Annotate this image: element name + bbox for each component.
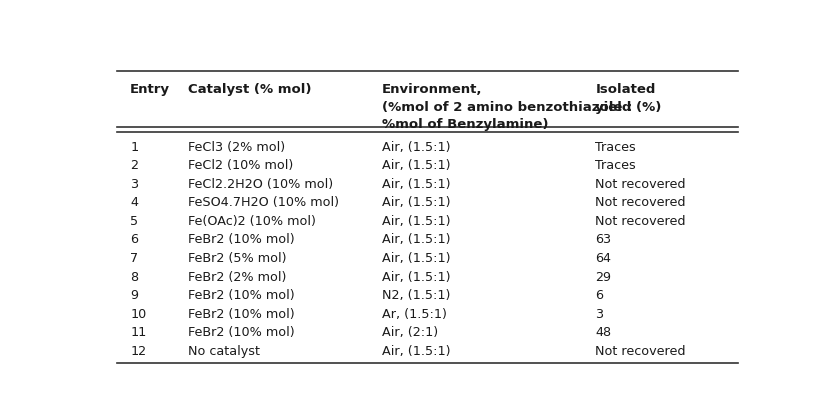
Text: Entry: Entry <box>130 83 170 96</box>
Text: Air, (1.5:1): Air, (1.5:1) <box>382 344 450 357</box>
Text: 9: 9 <box>130 288 138 301</box>
Text: Not recovered: Not recovered <box>595 344 686 357</box>
Text: 6: 6 <box>130 233 138 246</box>
Text: Ar, (1.5:1): Ar, (1.5:1) <box>382 307 447 320</box>
Text: Air, (1.5:1): Air, (1.5:1) <box>382 214 450 228</box>
Text: 3: 3 <box>130 178 138 190</box>
Text: 10: 10 <box>130 307 146 320</box>
Text: 64: 64 <box>595 252 611 264</box>
Text: Not recovered: Not recovered <box>595 178 686 190</box>
Text: FeCl2.2H2O (10% mol): FeCl2.2H2O (10% mol) <box>188 178 334 190</box>
Text: No catalyst: No catalyst <box>188 344 260 357</box>
Text: 5: 5 <box>130 214 138 228</box>
Text: FeBr2 (2% mol): FeBr2 (2% mol) <box>188 270 287 283</box>
Text: Air, (1.5:1): Air, (1.5:1) <box>382 233 450 246</box>
Text: 3: 3 <box>595 307 604 320</box>
Text: Not recovered: Not recovered <box>595 196 686 209</box>
Text: Isolated
yield (%): Isolated yield (%) <box>595 83 662 114</box>
Text: 12: 12 <box>130 344 146 357</box>
Text: 4: 4 <box>130 196 138 209</box>
Text: Air, (1.5:1): Air, (1.5:1) <box>382 159 450 172</box>
Text: FeBr2 (10% mol): FeBr2 (10% mol) <box>188 325 295 338</box>
Text: 11: 11 <box>130 325 146 338</box>
Text: Fe(OAc)2 (10% mol): Fe(OAc)2 (10% mol) <box>188 214 316 228</box>
Text: FeBr2 (10% mol): FeBr2 (10% mol) <box>188 288 295 301</box>
Text: FeCl3 (2% mol): FeCl3 (2% mol) <box>188 140 285 153</box>
Text: Air, (1.5:1): Air, (1.5:1) <box>382 140 450 153</box>
Text: FeBr2 (10% mol): FeBr2 (10% mol) <box>188 233 295 246</box>
Text: 48: 48 <box>595 325 611 338</box>
Text: Air, (2:1): Air, (2:1) <box>382 325 439 338</box>
Text: FeBr2 (10% mol): FeBr2 (10% mol) <box>188 307 295 320</box>
Text: Catalyst (% mol): Catalyst (% mol) <box>188 83 312 96</box>
Text: Air, (1.5:1): Air, (1.5:1) <box>382 178 450 190</box>
Text: Not recovered: Not recovered <box>595 214 686 228</box>
Text: 6: 6 <box>595 288 604 301</box>
Text: 7: 7 <box>130 252 138 264</box>
Text: Air, (1.5:1): Air, (1.5:1) <box>382 252 450 264</box>
Text: Air, (1.5:1): Air, (1.5:1) <box>382 196 450 209</box>
Text: 63: 63 <box>595 233 611 246</box>
Text: 8: 8 <box>130 270 138 283</box>
Text: 2: 2 <box>130 159 138 172</box>
Text: 1: 1 <box>130 140 138 153</box>
Text: 29: 29 <box>595 270 611 283</box>
Text: Environment,
(%mol of 2 amino benzothiazole :
%mol of Benzylamine): Environment, (%mol of 2 amino benzothiaz… <box>382 83 632 131</box>
Text: Traces: Traces <box>595 159 636 172</box>
Text: FeSO4.7H2O (10% mol): FeSO4.7H2O (10% mol) <box>188 196 339 209</box>
Text: Air, (1.5:1): Air, (1.5:1) <box>382 270 450 283</box>
Text: N2, (1.5:1): N2, (1.5:1) <box>382 288 450 301</box>
Text: FeBr2 (5% mol): FeBr2 (5% mol) <box>188 252 287 264</box>
Text: Traces: Traces <box>595 140 636 153</box>
Text: FeCl2 (10% mol): FeCl2 (10% mol) <box>188 159 294 172</box>
